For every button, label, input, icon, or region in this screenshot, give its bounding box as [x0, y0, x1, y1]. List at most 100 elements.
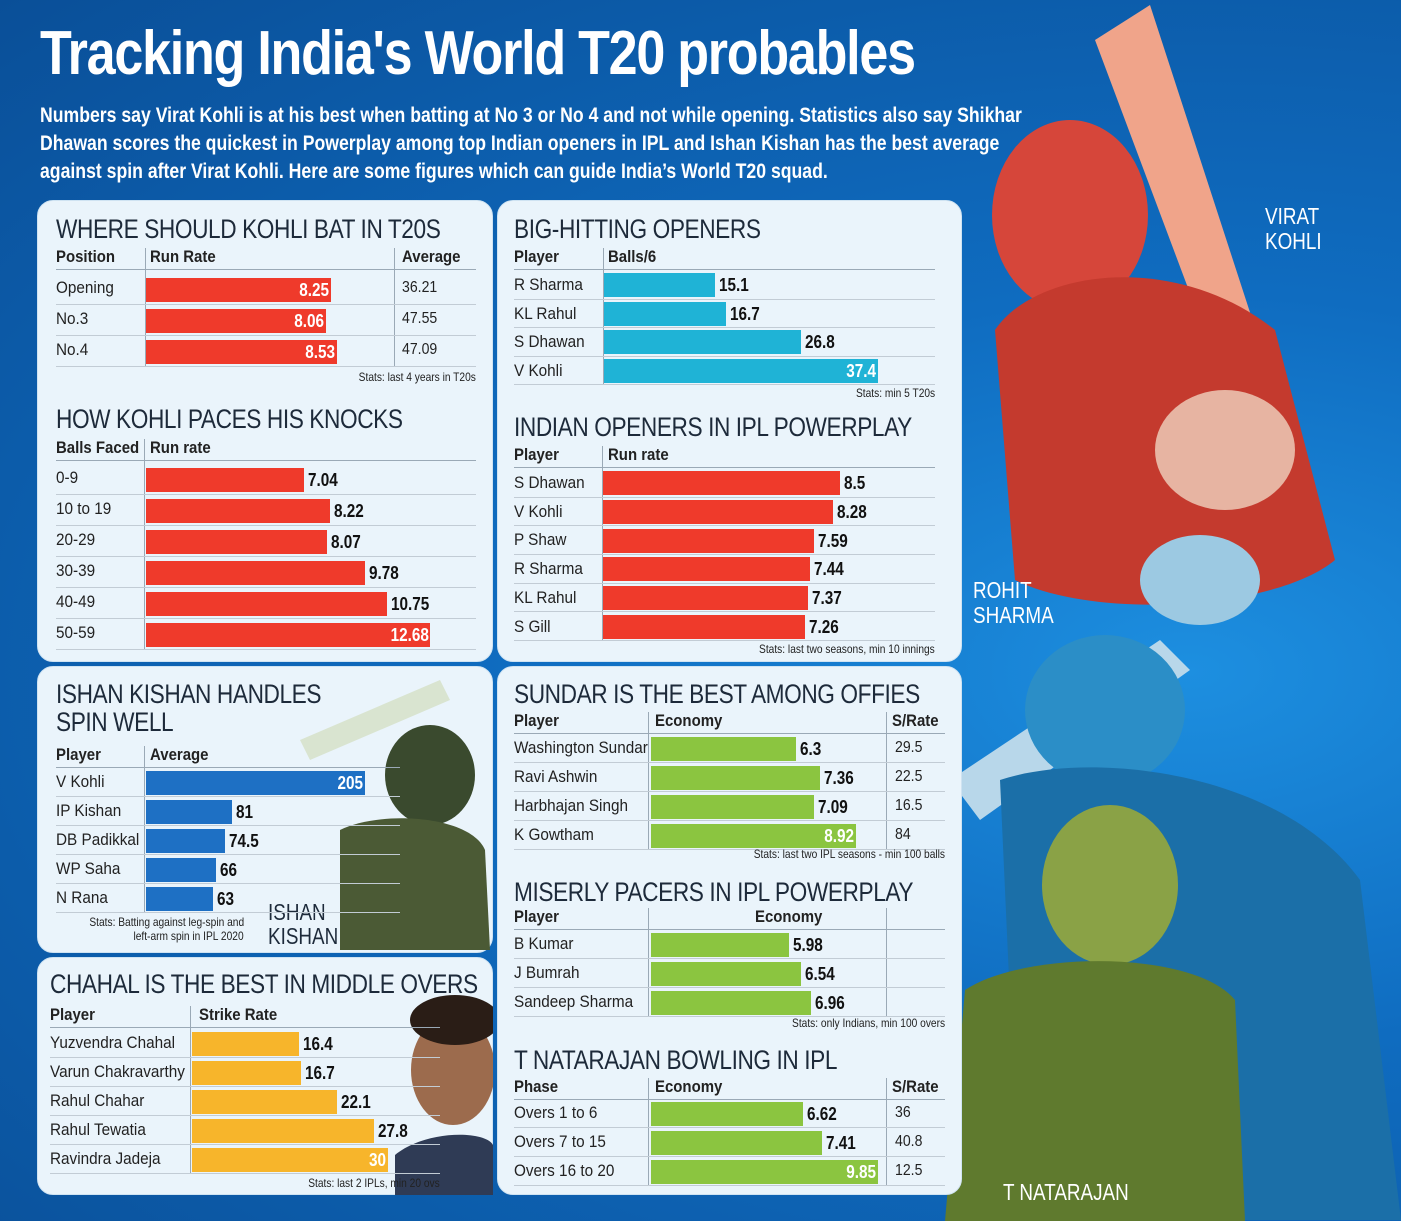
ipl_powerplay-header-rule [514, 467, 935, 468]
chahal-header: Strike Rate [199, 1005, 278, 1024]
sundar-row-label: Harbhajan Singh [514, 796, 628, 815]
chahal-row [50, 1145, 440, 1174]
kohli-photo-label-2: KOHLI [1265, 228, 1322, 254]
panel-kohli [37, 200, 493, 662]
chahal-bar [192, 1031, 299, 1056]
jersey-shape [340, 818, 490, 950]
kohli_position-row [56, 305, 476, 336]
ishan_spin-row-label: V Kohli [56, 772, 105, 791]
kohli_pace-row [56, 588, 476, 619]
kohli_position-extra-value: 47.55 [402, 310, 438, 327]
big_hitting-bar-value: 26.8 [805, 332, 835, 353]
ipl_powerplay-row-label: S Gill [514, 616, 551, 636]
ipl_powerplay-bar-value: 8.28 [837, 502, 867, 523]
chahal-note: Stats: last 2 IPLs, min 20 ovs [308, 1176, 440, 1190]
natarajan-column-rule [648, 1078, 649, 1185]
big_hitting-title: BIG-HITTING OPENERS [514, 214, 761, 244]
natarajan-bar-value: 9.85 [846, 1161, 876, 1182]
page-title: Tracking India's World T20 probables [40, 19, 916, 88]
kohli_pace-bar-value: 10.75 [391, 593, 430, 614]
kohli_position-header-rule [56, 269, 476, 270]
natarajan-extra-value: 40.8 [895, 1133, 923, 1150]
ipl_powerplay-bar [603, 614, 805, 639]
ishan_spin-note-line: left-arm spin in IPL 2020 [133, 929, 244, 943]
sundar-column-rule [648, 712, 649, 849]
ipl_powerplay-note: Stats: last two seasons, min 10 innings [759, 642, 935, 656]
pacers-bar [651, 990, 811, 1015]
natarajan-column-rule [886, 1078, 887, 1185]
kohli_position-row-label: Opening [56, 278, 114, 297]
ishan_spin-bar-value: 74.5 [229, 830, 259, 851]
ishan_spin-bar-value: 205 [337, 772, 363, 793]
big_hitting-note: Stats: min 5 T20s [855, 386, 935, 400]
ishan-photo-label-2: KISHAN [268, 923, 339, 949]
sundar-title: SUNDAR IS THE BEST AMONG OFFIES [514, 679, 920, 709]
ipl_powerplay-bar-value: 7.44 [814, 559, 844, 580]
ipl_powerplay-bar [603, 528, 814, 553]
pacers-title: MISERLY PACERS IN IPL POWERPLAY [514, 877, 914, 907]
ishan_spin-note-line: Stats: Batting against leg-spin and [89, 915, 244, 929]
kohli-photo-label-1: VIRAT [1265, 203, 1320, 229]
natarajan-row-label: Overs 7 to 15 [514, 1132, 606, 1151]
natarajan-row [514, 1157, 945, 1186]
ishan_spin-header: Player [56, 745, 101, 764]
chahal-bar-value: 27.8 [378, 1120, 408, 1141]
chahal-row-label: Rahul Tewatia [50, 1120, 146, 1139]
pacers-column-rule [648, 908, 649, 1016]
ishan_spin-header-rule [56, 767, 400, 768]
ishan_spin-row-label: DB Padikkal [56, 830, 140, 849]
face-shape [1042, 805, 1178, 965]
ishan_spin-row [56, 797, 400, 826]
ishan_spin-bar [146, 886, 213, 911]
sundar-bar-value: 6.3 [800, 738, 822, 759]
pacers-row [514, 988, 945, 1017]
gloves-shape [1155, 390, 1295, 510]
kohli_pace-bar-value: 8.07 [331, 531, 361, 552]
kohli_pace-header-rule [56, 460, 476, 461]
natarajan-bar-value: 6.62 [807, 1103, 837, 1124]
big_hitting-row-label: V Kohli [514, 360, 563, 380]
kohli_pace-row [56, 464, 476, 495]
chahal-title: CHAHAL IS THE BEST IN MIDDLE OVERS [50, 969, 478, 999]
sundar-bar [651, 736, 796, 761]
helmet-shape [992, 120, 1148, 310]
chahal-row-label: Ravindra Jadeja [50, 1149, 161, 1168]
ipl_powerplay-title: INDIAN OPENERS IN IPL POWERPLAY [514, 412, 912, 442]
sundar-bar [651, 823, 856, 848]
ishan_spin-bar [146, 828, 225, 853]
chahal-bar-value: 22.1 [341, 1091, 371, 1112]
panel-openers [497, 200, 962, 662]
sundar-bar-value: 7.09 [818, 796, 848, 817]
kohli_pace-bar [146, 622, 430, 647]
sundar-bar [651, 794, 814, 819]
pacers-bar-value: 6.54 [805, 963, 835, 984]
helmet-shape [385, 725, 475, 825]
chahal-bar-value: 30 [368, 1149, 386, 1170]
natarajan-header-rule [514, 1099, 945, 1100]
ishan_spin-row-label: N Rana [56, 888, 108, 907]
ishan_spin-bar-value: 81 [236, 801, 254, 822]
natarajan-row-label: Overs 16 to 20 [514, 1161, 615, 1180]
natarajan-photo-label: T NATARAJAN [1003, 1179, 1129, 1205]
chahal-row-label: Varun Chakravarthy [50, 1062, 185, 1081]
kohli_position-column-rule [145, 248, 146, 366]
ishan_spin-row [56, 884, 400, 913]
kohli_pace-header: Balls Faced [56, 438, 140, 457]
sundar-header: Economy [655, 711, 723, 730]
ishan_spin-row-label: WP Saha [56, 859, 121, 878]
natarajan-bar [651, 1159, 878, 1184]
big_hitting-bar [604, 273, 715, 298]
big_hitting-row-label: R Sharma [514, 275, 583, 294]
kohli_position-extra-value: 47.09 [402, 341, 438, 358]
natarajan-extra-value: 36 [895, 1104, 911, 1121]
chahal-row-label: Rahul Chahar [50, 1091, 145, 1110]
chahal-header: Player [50, 1005, 95, 1024]
ipl_powerplay-bar [603, 586, 808, 611]
pacers-row-label: J Bumrah [514, 963, 580, 982]
chahal-row [50, 1029, 440, 1058]
ishan_spin-title-line: ISHAN KISHAN HANDLES [56, 679, 322, 709]
pacers-row [514, 959, 945, 988]
pacers-note: Stats: only Indians, min 100 overs [791, 1016, 945, 1030]
kohli_pace-row [56, 557, 476, 588]
chahal-bar-value: 16.7 [305, 1062, 335, 1083]
